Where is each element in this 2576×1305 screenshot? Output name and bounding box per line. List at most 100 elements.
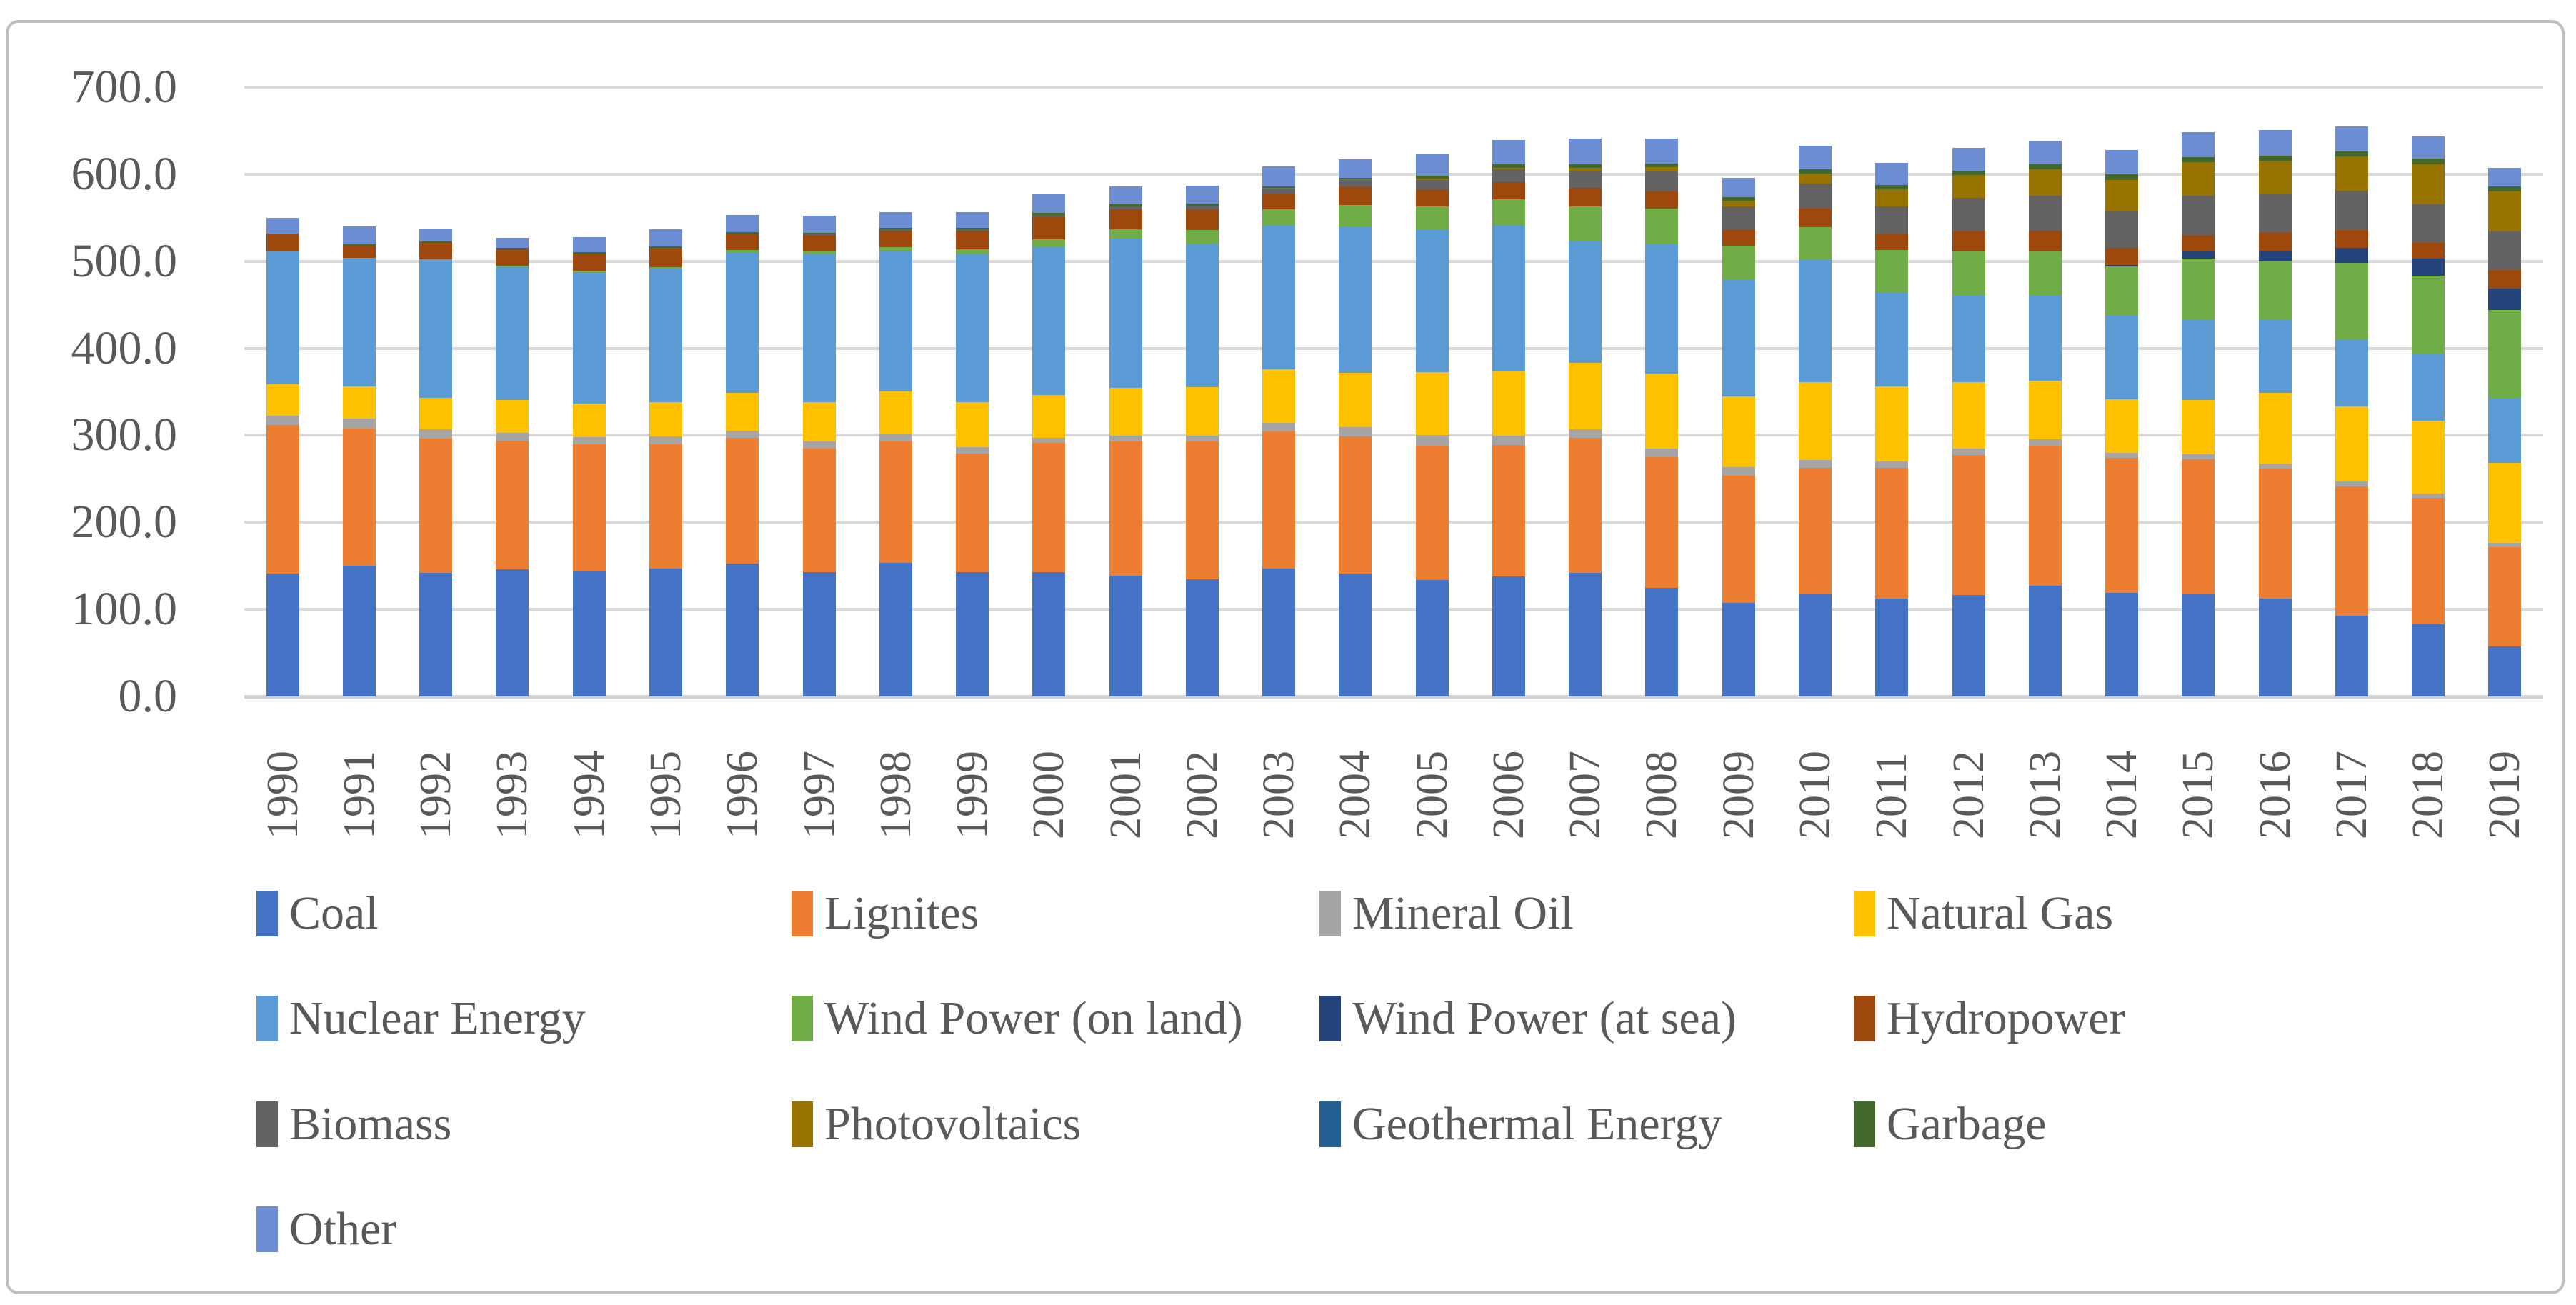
bar-segment-hydropower — [2258, 233, 2292, 251]
bar-segment-natural-gas — [1798, 382, 1832, 461]
bar-segment-other — [266, 217, 299, 234]
bar-segment-wind-on-land — [2028, 251, 2062, 296]
bar-segment-biomass — [1569, 170, 1602, 188]
bar-segment-garbage — [726, 231, 759, 234]
bar-segment-natural-gas — [2488, 463, 2522, 543]
bar-stack-1996 — [726, 215, 759, 696]
bar-segment-lignites — [879, 441, 912, 564]
bar-segment-coal — [1645, 588, 1679, 696]
bar-segment-coal — [1262, 569, 1296, 696]
bar-segment-biomass — [1722, 206, 1755, 229]
bar-segment-garbage — [496, 247, 529, 249]
bar-segment-mineral-oil — [1032, 437, 1066, 443]
bar-segment-coal — [2412, 624, 2445, 696]
bar-stack-2017 — [2335, 126, 2368, 696]
legend-swatch-mineral-oil — [1319, 890, 1341, 936]
y-axis-tick-label: 500.0 — [71, 234, 178, 287]
bar-segment-garbage — [572, 251, 606, 254]
bar-segment-nuclear-energy — [1875, 292, 1909, 387]
bar-segment-photovoltaics — [2182, 162, 2215, 196]
x-axis-label-2009: 2009 — [1714, 751, 1763, 839]
bar-segment-mineral-oil — [1645, 449, 1679, 457]
bar-segment-other — [1492, 139, 1525, 165]
bar-segment-coal — [1952, 595, 1985, 696]
bar-segment-coal — [802, 571, 836, 696]
bar-segment-coal — [1569, 572, 1602, 696]
bar-stack-1993 — [496, 237, 529, 696]
bar-segment-wind-at-sea — [1875, 249, 1909, 251]
bar-segment-wind-at-sea — [2182, 251, 2215, 259]
bar-segment-mineral-oil — [2028, 439, 2062, 446]
bar-segment-photovoltaics — [1798, 173, 1832, 184]
bar-segment-nuclear-energy — [956, 254, 989, 403]
bar-stack-2010 — [1798, 145, 1832, 696]
bar-segment-nuclear-energy — [1645, 244, 1679, 374]
bar-segment-hydropower — [1798, 209, 1832, 227]
bar-segment-other — [2258, 130, 2292, 156]
bar-segment-coal — [2028, 585, 2062, 696]
bar-segment-garbage — [1875, 185, 1909, 190]
legend-label: Geothermal Energy — [1352, 1098, 1722, 1150]
bar-segment-wind-on-land — [1798, 226, 1832, 260]
bar-segment-nuclear-energy — [496, 266, 529, 400]
bar-segment-mineral-oil — [956, 447, 989, 454]
bar-segment-garbage — [1722, 196, 1755, 201]
bar-segment-garbage — [2488, 186, 2522, 191]
bar-segment-mineral-oil — [419, 429, 453, 439]
bar-segment-nuclear-energy — [2258, 319, 2292, 393]
legend-item-biomass: Biomass — [256, 1099, 451, 1149]
x-axis-label-1992: 1992 — [411, 751, 461, 839]
bar-segment-natural-gas — [2028, 380, 2062, 440]
bar-segment-garbage — [2258, 155, 2292, 161]
bar-segment-coal — [2488, 646, 2522, 696]
bar-segment-coal — [1415, 579, 1449, 696]
bar-segment-other — [2412, 136, 2445, 159]
bar-stack-2009 — [1722, 178, 1755, 696]
legend-item-garbage: Garbage — [1854, 1099, 2047, 1149]
bar-segment-biomass — [1185, 205, 1219, 209]
bar-segment-other — [1415, 154, 1449, 176]
bar-segment-garbage — [2182, 157, 2215, 163]
bar-segment-coal — [342, 566, 376, 696]
bar-stack-2012 — [1952, 148, 1985, 696]
bar-segment-lignites — [726, 437, 759, 564]
bar-segment-biomass — [1645, 171, 1679, 191]
bar-segment-natural-gas — [956, 402, 989, 448]
bar-segment-lignites — [2258, 469, 2292, 599]
x-axis-label-1997: 1997 — [794, 751, 844, 839]
bar-stack-2003 — [1262, 166, 1296, 696]
bar-segment-wind-at-sea — [2335, 247, 2368, 264]
bar-segment-wind-on-land — [2335, 263, 2368, 340]
bar-segment-natural-gas — [266, 384, 299, 416]
bar-segment-coal — [1722, 602, 1755, 696]
legend-item-geothermal-energy: Geothermal Energy — [1319, 1099, 1722, 1149]
bar-segment-mineral-oil — [2182, 454, 2215, 460]
bar-segment-coal — [572, 571, 606, 696]
bar-segment-natural-gas — [496, 399, 529, 433]
bar-segment-other — [2335, 126, 2368, 151]
legend-label: Photovoltaics — [824, 1098, 1082, 1150]
bar-segment-wind-on-land — [956, 249, 989, 254]
bar-segment-natural-gas — [802, 401, 836, 441]
legend-label: Biomass — [289, 1098, 452, 1150]
bar-segment-mineral-oil — [802, 441, 836, 449]
bar-segment-hydropower — [2335, 230, 2368, 248]
x-axis-label-2010: 2010 — [1790, 751, 1839, 839]
bar-segment-wind-on-land — [2488, 309, 2522, 398]
bar-segment-coal — [1339, 574, 1372, 696]
bar-segment-nuclear-energy — [1262, 225, 1296, 370]
bar-segment-coal — [2335, 615, 2368, 696]
bar-segment-other — [879, 211, 912, 228]
x-axis-label-2005: 2005 — [1407, 751, 1457, 839]
bar-segment-garbage — [2335, 151, 2368, 157]
bar-segment-mineral-oil — [2412, 493, 2445, 499]
bar-segment-lignites — [2488, 547, 2522, 646]
x-axis-label-2014: 2014 — [2097, 751, 2147, 839]
bar-segment-other — [1262, 166, 1296, 186]
bar-segment-wind-on-land — [1722, 245, 1755, 279]
x-axis-label-1994: 1994 — [564, 751, 614, 839]
bar-segment-garbage — [1109, 204, 1142, 206]
bar-segment-biomass — [2335, 191, 2368, 231]
gridline — [244, 695, 2543, 699]
